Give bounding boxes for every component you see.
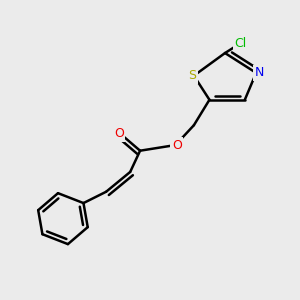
Text: O: O (172, 139, 182, 152)
Text: O: O (114, 127, 124, 140)
Text: N: N (254, 66, 264, 80)
Text: S: S (188, 69, 196, 82)
Text: Cl: Cl (235, 37, 247, 50)
